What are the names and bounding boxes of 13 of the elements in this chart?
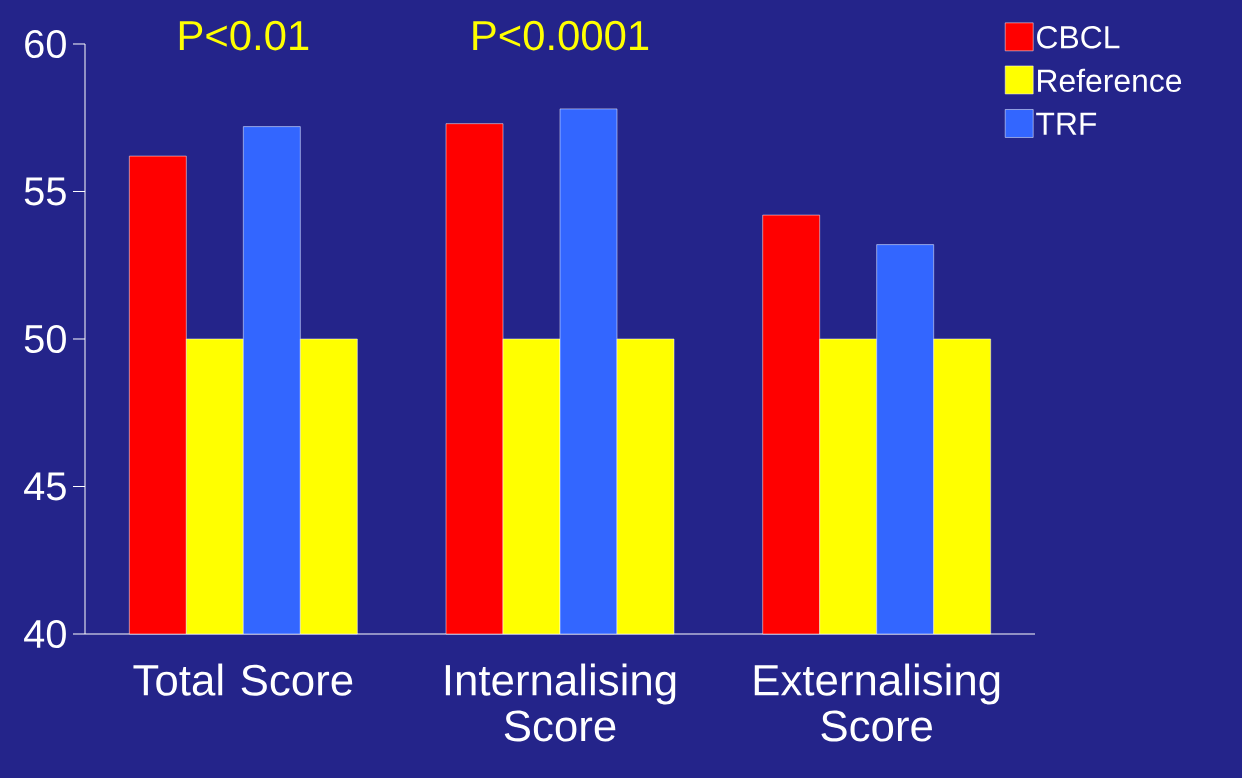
x-tick-label: Total Score — [133, 663, 353, 696]
x-tick-label: Externalising Score — [754, 663, 1000, 742]
annotation: P<0.01 — [179, 20, 309, 51]
annotation: P<0.0001 — [473, 20, 649, 51]
legend-label: CBCL — [1037, 25, 1120, 49]
y-tick-label: 55 — [24, 177, 66, 206]
x-tick-label: Internalising Score — [445, 663, 676, 742]
y-tick-label: 40 — [24, 619, 66, 649]
y-tick-label: 45 — [24, 472, 66, 501]
legend-label: Reference — [1038, 68, 1182, 93]
y-tick-label: 50 — [24, 324, 66, 354]
y-tick-label: 60 — [25, 29, 66, 59]
legend-label: TRF — [1036, 112, 1097, 135]
